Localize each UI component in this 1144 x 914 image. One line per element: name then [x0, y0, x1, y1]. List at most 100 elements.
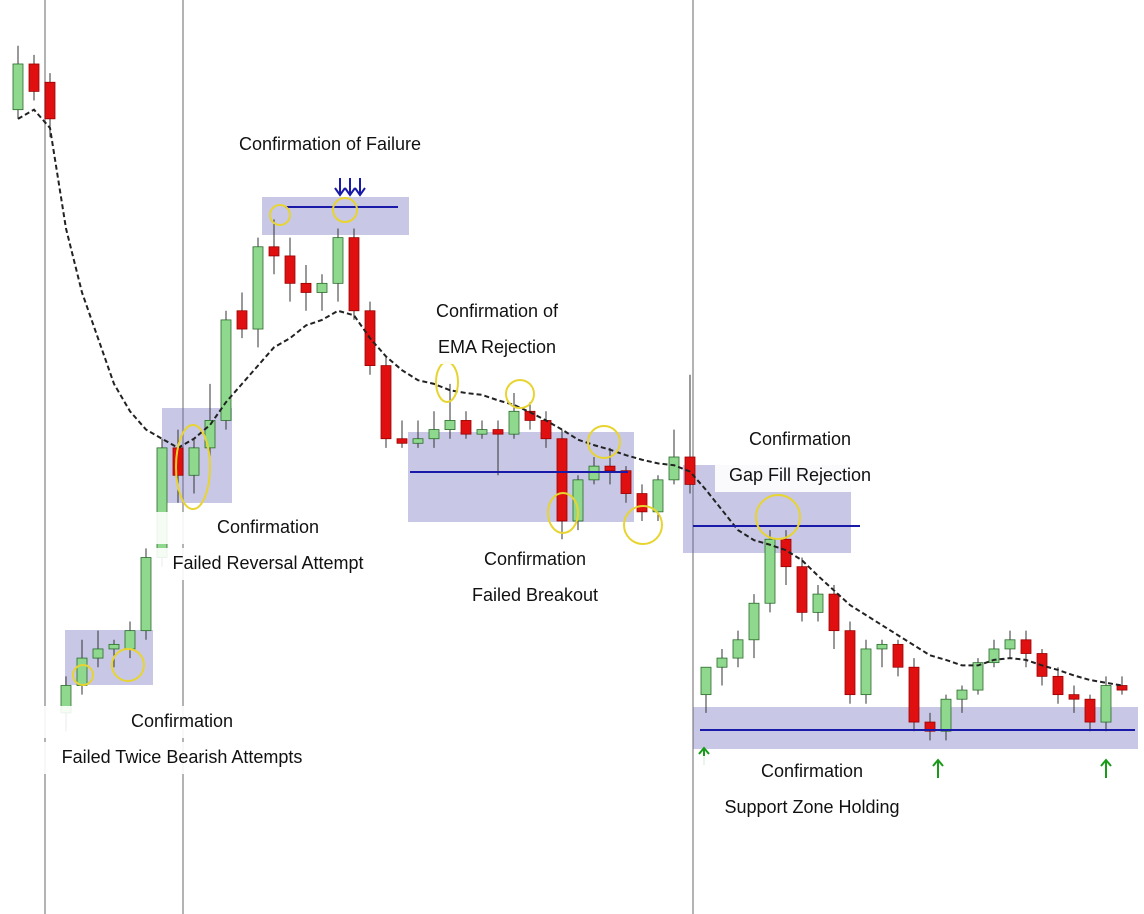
levels: [285, 206, 1135, 731]
candle-body: [748, 602, 760, 641]
annotation-text: Failed Reversal Attempt: [172, 553, 363, 573]
candle-body: [860, 648, 872, 696]
label-background: [153, 512, 383, 544]
highlight-circle: [269, 204, 291, 226]
label-background: [455, 580, 615, 612]
candle-body: [476, 429, 488, 435]
arrow: [932, 758, 944, 778]
annotation-text: Support Zone Holding: [724, 797, 899, 817]
candle-body: [380, 365, 392, 440]
candle-body: [1052, 675, 1064, 696]
highlight-circle: [72, 664, 94, 686]
arrow: [344, 178, 356, 197]
candle-body: [300, 282, 312, 293]
candle-body: [668, 456, 680, 481]
candle-body: [140, 557, 152, 632]
arrow: [334, 178, 346, 197]
annotations: Confirmation of Failure Confirmation of EM…: [27, 129, 927, 824]
candle-body: [540, 420, 552, 440]
label-background: [215, 129, 445, 161]
candle-body: [204, 420, 216, 449]
highlight-circle: [332, 197, 358, 223]
highlight-circle: [505, 379, 535, 409]
candle-body: [652, 479, 664, 513]
highlight-circle: [175, 424, 211, 510]
annotation-text: Failed Breakout: [472, 585, 598, 605]
annotation-text: Confirmation: [217, 517, 319, 537]
candle-body: [316, 282, 328, 293]
annotation-text: Failed Twice Bearish Attempts: [62, 747, 303, 767]
candle-body: [396, 438, 408, 444]
candle-body: [892, 643, 904, 668]
label-background: [422, 296, 572, 328]
candle-body: [188, 447, 200, 476]
candles: [12, 45, 1128, 741]
label-background: [27, 706, 337, 738]
candle-body: [1116, 685, 1128, 691]
candle-body: [124, 630, 136, 650]
candle-body: [556, 438, 568, 522]
label-background: [153, 548, 383, 580]
candle-body: [412, 438, 424, 444]
candle-body: [828, 593, 840, 632]
candle-body: [236, 310, 248, 330]
label-background: [715, 424, 885, 456]
highlights: [72, 197, 801, 686]
candle-body: [636, 493, 648, 513]
candle-body: [444, 420, 456, 430]
candle-body: [508, 410, 520, 435]
candle-body: [220, 319, 232, 421]
candle-body: [620, 470, 632, 494]
label-background: [27, 742, 337, 774]
candle-body: [988, 648, 1000, 664]
candle-body: [1100, 685, 1112, 723]
candle-body: [732, 639, 744, 659]
candle-body: [908, 666, 920, 723]
arrow: [1100, 758, 1112, 778]
candle-body: [940, 698, 952, 732]
candle-body: [972, 662, 984, 691]
zones: [65, 197, 1138, 749]
candle-body: [876, 643, 888, 650]
candle-body: [108, 643, 120, 650]
candle-body: [1068, 694, 1080, 700]
candle-body: [1084, 698, 1096, 723]
highlight-circle: [755, 494, 801, 540]
candle-body: [716, 657, 728, 668]
label-background: [697, 792, 927, 824]
highlight-circle: [547, 492, 579, 534]
candle-body: [332, 237, 344, 284]
annotation-text: Confirmation: [749, 429, 851, 449]
candle-body: [924, 721, 936, 732]
candle-body: [844, 630, 856, 696]
candle-body: [604, 465, 616, 472]
candle-body: [348, 237, 360, 312]
label-background: [715, 460, 885, 492]
candle-body: [92, 648, 104, 659]
candle-body: [956, 689, 968, 700]
annotation-text: EMA Rejection: [438, 337, 556, 357]
candle-body: [812, 593, 824, 613]
highlight-circle: [587, 425, 621, 459]
ema-line: [17, 108, 1123, 687]
annotation-text: Confirmation of: [436, 301, 559, 321]
candle-body: [12, 63, 24, 111]
arrow: [354, 178, 366, 197]
candle-body: [44, 81, 56, 120]
annotation-text: Confirmation of Failure: [239, 134, 421, 154]
candle-body: [268, 246, 280, 257]
label-background: [455, 544, 615, 576]
candle-body: [28, 63, 40, 92]
candle-body: [572, 479, 584, 522]
candle-body: [252, 246, 264, 330]
zone: [408, 432, 634, 522]
annotation-text: Confirmation: [131, 711, 233, 731]
highlight-circle: [435, 361, 459, 403]
annotation-text: Gap Fill Rejection: [729, 465, 871, 485]
candle-body: [492, 429, 504, 435]
label-background: [422, 332, 572, 364]
candle-body: [700, 666, 712, 696]
candle-body: [284, 255, 296, 284]
highlight-circle: [623, 505, 663, 545]
